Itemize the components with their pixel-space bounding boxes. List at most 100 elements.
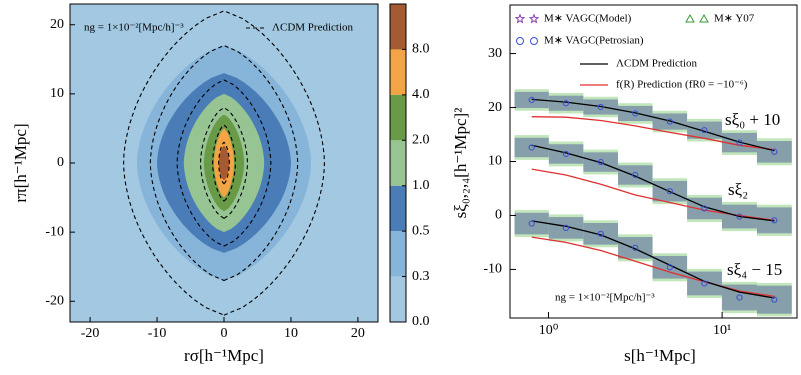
colorbar-band [390,4,406,50]
x-tick-label: -20 [81,326,100,341]
petrosian-point [771,217,778,224]
lcdm-line [531,220,775,299]
petrosian-point [736,139,743,146]
petrosian-point [666,188,673,195]
annotation: ng = 1×10⁻²[Mpc/h]⁻³ [555,292,655,304]
colorbar-band [390,140,406,186]
y-tick-label: -10 [45,224,64,239]
model-error-box [514,137,549,158]
colorbar-tick-label: 8.0 [412,42,430,57]
y-tick-label: 0 [57,155,64,170]
legend-label: ΛCDM Prediction [616,58,698,70]
x-tick-label: 10¹ [713,323,731,338]
x-axis-label: s[h⁻¹Mpc] [624,346,696,365]
x-tick-label: 20 [351,326,365,341]
colorbar-band [390,276,406,322]
prediction-contour [123,10,325,316]
fr-line [531,116,775,151]
prediction-contour [149,44,299,282]
petrosian-point [632,171,639,179]
y-tick-label: 10 [50,86,64,101]
x-tick-label: 10⁰ [539,323,559,338]
petrosian-point [562,224,570,231]
colorbar-band [390,185,406,232]
y-tick-label: -20 [45,293,64,308]
contour-region [218,145,230,181]
y-tick-label: 0 [495,208,502,223]
model-error-box [756,140,792,163]
prediction-contour [176,79,272,247]
multipole-label: sξ₀ + 10 [725,110,780,129]
legend-marker [516,37,524,45]
model-error-box [514,212,549,235]
legend-marker [699,13,709,23]
legend-marker [530,37,538,45]
plot [514,89,792,317]
petrosian-point [528,220,535,227]
y-tick-label: 10 [488,154,502,169]
petrosian-point [666,118,673,125]
colorbar-tick-label: 4.0 [412,87,430,102]
x-tick-label: 0 [221,326,228,341]
legend-label: M∗ VAGC(Petrosian) [544,35,644,47]
colorbar-tick-label: 0.5 [412,223,430,238]
petrosian-point [701,280,708,287]
legend-label: f(R) Prediction (fR0 = −10⁻⁶) [616,79,748,91]
model-error-box [548,144,584,164]
model-error-box [548,95,584,111]
petrosian-point [736,294,743,301]
legend-marker [528,13,540,24]
contours [123,10,325,316]
petrosian-point [528,96,535,104]
y-tick-label: 30 [488,46,502,61]
petrosian-point [597,103,604,111]
legend-marker [514,13,526,24]
petrosian-point [701,127,708,134]
y-tick-label: 20 [50,17,64,32]
colorbar-frame [389,3,407,323]
annotation: ng = 1×10⁻²[Mpc/h]⁻³ [84,22,184,34]
colorbar-band [390,94,406,141]
y-tick-label: -10 [483,262,502,277]
petrosian-point [666,264,673,271]
colorbar-band [390,49,406,95]
model-error-box [583,223,619,245]
petrosian-point [597,230,604,237]
colorbar-tick-label: 0.0 [412,314,430,329]
petrosian-point [771,296,778,303]
model-error-box [756,285,792,314]
prediction-contour [212,124,236,202]
y-tick-label: 20 [488,100,502,115]
petrosian-point [562,100,570,107]
petrosian-point [528,144,535,151]
multipole-label: sξ₂ [728,180,748,199]
petrosian-point [701,205,708,212]
colorbar-tick-label: 1.0 [412,178,430,193]
multipole-label: sξ₄ − 15 [727,260,782,279]
petrosian-point [632,244,639,251]
prediction-contour [218,141,230,185]
legend-marker [685,13,695,23]
legend-label: M∗ Y07 [714,13,755,25]
model-error-box [618,237,653,259]
y-axis-label: rπ[h⁻¹Mpc] [11,123,30,202]
colorbar-tick-label: 2.0 [412,133,430,148]
petrosian-point [771,148,778,155]
model-error-box [548,217,584,239]
petrosian-point [562,150,570,158]
x-axis-label: rσ[h⁻¹Mpc] [184,346,264,365]
lcdm-line [531,98,775,152]
petrosian-point [736,213,743,220]
prediction-contour [200,107,248,219]
legend-label: M∗ VAGC(Model) [544,13,632,25]
colorbar-tick-label: 0.3 [412,269,430,284]
x-tick-label: -10 [148,326,167,341]
y-axis-label: sξ₀,₂,₄[h⁻¹Mpc]² [451,108,470,219]
lcdm-line [531,144,775,222]
petrosian-point [632,110,639,117]
colorbar-band [390,231,406,277]
fr-line [531,236,775,298]
legend-label: ΛCDM Prediction [272,22,354,34]
